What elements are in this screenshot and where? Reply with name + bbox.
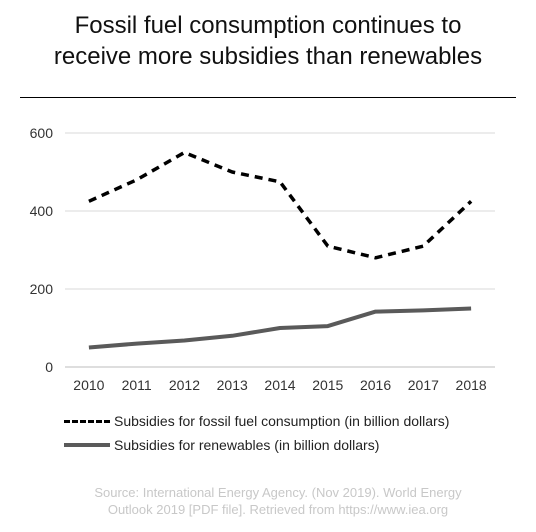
x-tick-label-2018: 2018: [456, 377, 487, 393]
x-tick-label-2017: 2017: [408, 377, 439, 393]
x-tick-label-2014: 2014: [264, 377, 295, 393]
line-chart: 0 200 400 600 2010 2011 2012 2013 2014 2015 2016 20…: [30, 125, 495, 393]
x-tick-label-2012: 2012: [169, 377, 200, 393]
chart-title-line-1: Fossil fuel consumption continues to: [74, 12, 462, 39]
x-tick-label-2011: 2011: [122, 377, 152, 393]
y-tick-label-600: 600: [30, 125, 54, 141]
legend-item-fossil: Subsidies for fossil fuel consumption (i…: [64, 409, 449, 433]
legend-item-renewables: Subsidies for renewables (in billion dol…: [64, 433, 449, 457]
legend-swatch-solid: [64, 443, 110, 447]
chart-title: Fossil fuel consumption continues to rec…: [0, 10, 536, 72]
x-tick-label-2010: 2010: [73, 377, 104, 393]
source-line-1: Source: International Energy Agency. (No…: [94, 485, 462, 500]
x-tick-label-2015: 2015: [312, 377, 343, 393]
legend-label-fossil: Subsidies for fossil fuel consumption (i…: [114, 413, 450, 429]
source-line-2: Outlook 2019 [PDF file]. Retrieved from …: [107, 502, 449, 517]
legend: Subsidies for fossil fuel consumption (i…: [64, 409, 449, 457]
series-line-fossil: [88, 150, 473, 260]
title-divider: [20, 97, 516, 98]
series-line-renewables: [88, 306, 472, 350]
chart-title-line-2: receive more subsidies than renewables: [53, 43, 483, 70]
legend-swatch-dashed: [64, 419, 110, 423]
legend-label-renewables: Subsidies for renewables (in billion dol…: [114, 437, 380, 453]
x-tick-label-2016: 2016: [360, 377, 391, 393]
y-tick-label-400: 400: [30, 203, 54, 219]
x-tick-label-2013: 2013: [217, 377, 248, 393]
y-tick-label-200: 200: [30, 281, 54, 297]
y-tick-label-0: 0: [45, 359, 53, 375]
source-note: Source: International Energy Agency. (No…: [0, 484, 536, 518]
